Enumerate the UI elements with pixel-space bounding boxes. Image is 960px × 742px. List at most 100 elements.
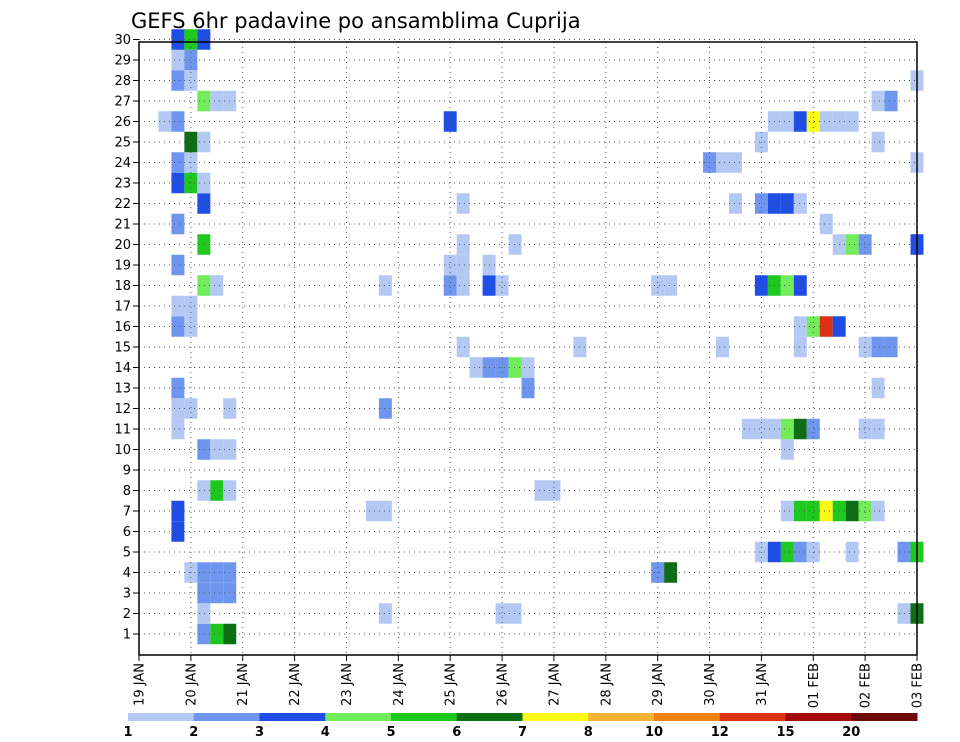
precip-cell	[171, 49, 185, 71]
colorbar-label: 1	[123, 725, 132, 740]
precip-cell	[197, 562, 211, 583]
precip-cell	[210, 439, 224, 460]
axis-layer: 1234567891011121314151617181920212223242…	[114, 33, 925, 708]
y-tick-label: 30	[114, 33, 131, 48]
y-tick-label: 27	[114, 95, 131, 110]
x-tick-label: 28 JAN	[599, 663, 614, 706]
precip-cell	[819, 111, 833, 132]
precip-cell	[197, 603, 211, 624]
precip-cell	[819, 213, 833, 235]
precip-cell	[171, 254, 185, 276]
colorbar-label: 3	[255, 725, 264, 740]
colorbar-label: 6	[452, 725, 461, 740]
y-tick-label: 20	[114, 238, 131, 253]
precip-cell	[495, 603, 509, 624]
y-tick-label: 13	[114, 382, 131, 397]
x-tick-label: 02 FEB	[859, 663, 874, 708]
precip-cell	[754, 418, 768, 440]
precip-cell	[508, 357, 522, 378]
precip-cell	[184, 398, 198, 419]
chart-title: GEFS 6hr padavine po ansamblima Cuprija	[131, 9, 581, 33]
precip-cell	[780, 275, 794, 296]
x-tick-label: 31 JAN	[755, 663, 770, 706]
precip-cell	[806, 500, 820, 522]
precip-cell	[197, 193, 211, 214]
precip-cell	[521, 357, 535, 378]
colorbar-swatch	[456, 713, 523, 721]
precip-cell	[884, 90, 898, 112]
x-tick-label: 25 JAN	[444, 663, 459, 706]
precip-cell	[456, 234, 470, 255]
precip-cell	[845, 500, 859, 522]
precip-cell	[443, 111, 457, 132]
precip-cell	[754, 193, 768, 214]
precip-cell	[845, 541, 859, 563]
x-tick-label: 26 JAN	[496, 663, 511, 706]
y-tick-label: 7	[123, 505, 131, 520]
precip-cell	[793, 193, 807, 214]
colorbar-label: 4	[321, 725, 330, 740]
precip-cell	[664, 562, 678, 583]
precip-cell	[210, 623, 224, 645]
y-tick-label: 28	[114, 74, 131, 89]
y-tick-label: 11	[114, 423, 131, 438]
precip-cell	[171, 70, 185, 91]
precip-cell	[197, 131, 211, 153]
precip-cell	[793, 275, 807, 296]
precip-cell	[184, 29, 198, 50]
y-tick-label: 23	[114, 177, 131, 192]
colorbar-label: 10	[645, 725, 663, 740]
y-tick-label: 29	[114, 54, 131, 69]
precip-cell	[197, 29, 211, 50]
precip-cell	[171, 213, 185, 235]
precip-cell	[884, 336, 898, 358]
precip-cell	[780, 418, 794, 440]
y-tick-label: 8	[123, 484, 131, 499]
colorbar-swatch	[193, 713, 260, 721]
precip-cell	[664, 275, 678, 296]
precip-cell	[845, 111, 859, 132]
precip-cell	[819, 500, 833, 522]
precip-cell	[780, 500, 794, 522]
precip-cell	[780, 193, 794, 214]
precip-cell	[780, 111, 794, 132]
x-tick-label: 20 JAN	[184, 663, 199, 706]
precip-cell	[806, 418, 820, 440]
y-tick-label: 16	[114, 320, 131, 335]
precip-cell	[184, 70, 198, 91]
plot-frame	[138, 41, 918, 656]
precip-cell	[508, 234, 522, 255]
precip-cell	[521, 377, 535, 399]
precip-cell	[456, 275, 470, 296]
x-tick-label: 29 JAN	[651, 663, 666, 706]
colorbar-swatch	[588, 713, 655, 721]
precip-cell	[443, 254, 457, 276]
colorbar-swatch	[391, 713, 458, 721]
x-tick-label: 30 JAN	[703, 663, 718, 706]
y-tick-label: 4	[123, 566, 131, 581]
y-tick-label: 26	[114, 115, 131, 130]
precip-cell	[741, 418, 755, 440]
colorbar: 1 2 3 4 5 6 7 8 10 12 15 20	[123, 713, 918, 740]
precip-cell	[819, 316, 833, 337]
colorbar-label: 20	[842, 725, 860, 740]
precip-cell	[210, 275, 224, 296]
precip-cell	[171, 152, 185, 173]
precip-cell	[858, 234, 872, 255]
precip-cell	[871, 500, 885, 522]
precip-cell	[871, 377, 885, 399]
colorbar-swatch	[259, 713, 326, 721]
precip-cell	[793, 500, 807, 522]
colorbar-swatch	[325, 713, 392, 721]
y-tick-label: 12	[114, 402, 131, 417]
precip-cell	[184, 316, 198, 337]
cells-layer	[158, 29, 924, 645]
precip-cell	[651, 275, 665, 296]
precip-cell	[508, 603, 522, 624]
y-tick-label: 6	[123, 525, 131, 540]
precip-cell	[858, 500, 872, 522]
precip-cell	[171, 377, 185, 399]
precip-cell	[184, 295, 198, 317]
precip-cell	[378, 398, 392, 419]
x-tick-label: 27 JAN	[547, 663, 562, 706]
